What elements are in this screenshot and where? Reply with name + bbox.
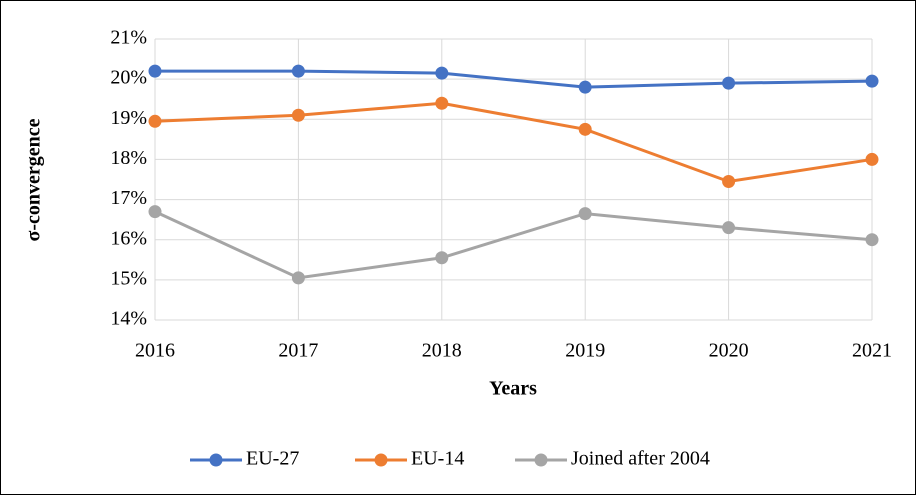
legend-label: EU-27 <box>246 448 299 470</box>
data-point <box>435 251 449 265</box>
data-point <box>578 122 592 136</box>
data-point <box>578 80 592 94</box>
data-point <box>722 175 736 189</box>
y-tick-label: 16% <box>110 227 147 249</box>
data-point <box>291 64 305 78</box>
legend-marker <box>209 453 223 467</box>
y-tick-label: 20% <box>110 67 147 89</box>
data-point <box>578 207 592 221</box>
data-point <box>148 205 162 219</box>
y-axis-label: σ-convergence <box>23 118 45 241</box>
data-point <box>291 108 305 122</box>
legend-label: Joined after 2004 <box>571 448 710 470</box>
x-tick-label: 2018 <box>422 340 462 362</box>
y-tick-label: 21% <box>110 27 147 49</box>
data-point <box>865 152 879 166</box>
data-point <box>722 76 736 90</box>
x-axis-label: Years <box>489 378 537 400</box>
data-point <box>435 66 449 80</box>
series-line <box>154 101 873 184</box>
legend-label: EU-14 <box>411 448 464 470</box>
y-tick-label: 14% <box>110 308 147 330</box>
legend-marker <box>374 453 388 467</box>
data-point <box>865 74 879 88</box>
data-point <box>148 114 162 128</box>
x-tick-label: 2016 <box>135 340 175 362</box>
x-tick-label: 2017 <box>278 340 318 362</box>
y-tick-label: 17% <box>110 187 147 209</box>
y-tick-label: 18% <box>110 147 147 169</box>
series-line <box>154 210 873 280</box>
legend-marker <box>534 453 548 467</box>
data-point <box>435 96 449 110</box>
data-point <box>722 221 736 235</box>
data-point <box>148 64 162 78</box>
data-point <box>291 271 305 285</box>
y-tick-label: 15% <box>110 267 147 289</box>
x-tick-label: 2021 <box>852 340 892 362</box>
x-tick-label: 2020 <box>709 340 749 362</box>
x-tick-label: 2019 <box>565 340 605 362</box>
data-point <box>865 233 879 247</box>
series-line <box>155 69 873 89</box>
y-tick-label: 19% <box>110 107 147 129</box>
